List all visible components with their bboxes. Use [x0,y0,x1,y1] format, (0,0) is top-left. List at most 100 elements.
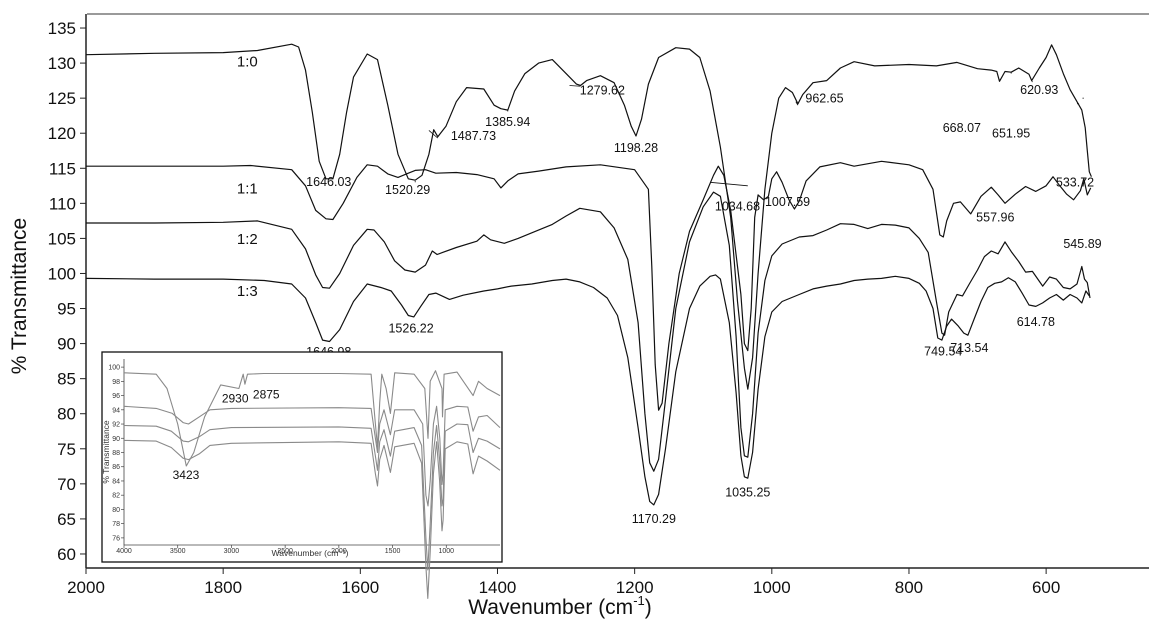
inset-x-tick-label: 3000 [224,548,240,555]
inset-y-tick-label: 100 [108,365,120,372]
inset-y-tick-label: 80 [112,507,120,514]
y-tick-label: 105 [48,229,76,248]
y-tick-label: 115 [49,159,76,178]
y-axis-ticks: 60 65 70 75 80 85 90 95 100 105 110 115 120 125 130 135 [48,19,86,564]
y-tick-label: 130 [48,54,76,73]
inset-y-axis-title: % Transmittance [101,420,111,484]
y-tick-label: 65 [57,510,76,529]
inset-x-tick-label: 4000 [116,548,132,555]
y-tick-label: 110 [49,194,76,213]
inset-series-line [123,439,501,599]
series-label: 1:1 [237,181,258,198]
inset-peak-label: 2930 [222,392,249,406]
inset-y-tick-label: 90 [112,436,120,443]
inset-series-line [123,423,501,571]
peak-label: 620.93 [1020,83,1058,97]
inset-y-tick-label: 86 [112,464,120,471]
peak-leader-line [795,101,799,106]
peak-label: 557.96 [976,211,1014,225]
inset-x-tick-label: 2500 [277,548,293,555]
inset-y-tick-label: 96 [112,393,120,400]
y-tick-label: 120 [48,124,76,143]
peak-leader-line [428,130,439,139]
y-tick-label: 75 [57,440,76,459]
inset-y-ticks: 100 98 96 94 92 90 88 86 84 82 80 78 76 [108,365,124,542]
y-tick-label: 70 [57,475,76,494]
peak-label: 713.54 [950,341,988,355]
main-plot-area: 60 65 70 75 80 85 90 95 100 105 110 115 120 125 130 135… [8,13,1149,619]
y-tick-label: 125 [48,89,76,108]
inset-peak-label: 2875 [253,387,280,401]
peak-label: 962.65 [805,91,843,105]
x-tick-label: 2000 [67,578,105,597]
inset-peak-label: 3423 [173,468,200,482]
series-labels: 1:0 1:1 1:2 1:3 [237,54,258,300]
inset-x-tick-label: 1500 [385,548,401,555]
y-axis-title: % Transmittance [8,218,31,374]
y-tick-label: 80 [57,405,76,424]
series-label: 1:0 [237,54,258,71]
inset-x-axis-title: Wavenumber (cm⁻¹) [272,548,349,558]
peak-leader-line [710,181,748,187]
inset-series-line [123,370,501,467]
peak-label: 1007.59 [765,195,810,209]
y-tick-label: 95 [57,300,76,319]
peak-label: 668.07 [943,121,981,135]
series-line-1-0 [85,43,1092,390]
x-axis-title: Wavenumber (cm-1) [468,593,652,619]
y-tick-label: 135 [48,19,76,38]
peak-label: 1385.94 [485,115,530,129]
peak-label: 1279.62 [580,84,625,98]
x-tick-label: 800 [895,578,923,597]
peak-label: 1034.68 [715,199,760,213]
x-tick-label: 1000 [753,578,791,597]
peak-leader-line [1031,80,1033,83]
inset-y-tick-label: 78 [112,521,120,528]
peak-label: 749.54 [924,345,962,359]
x-tick-label: 1200 [616,578,654,597]
series-line-1-2 [86,191,1091,472]
inset-x-tick-label: 3500 [170,548,186,555]
inset-y-tick-label: 98 [112,379,120,386]
peak-label: 1526.22 [388,321,433,335]
peak-label: 533.72 [1056,176,1094,190]
spectrum-traces [85,43,1092,506]
inset-y-tick-label: 84 [112,478,120,485]
peak-label: 651.95 [992,126,1030,140]
inset-chart: 100 98 96 94 92 90 88 86 84 82 80 78 76 4000 3500 3000… [101,351,503,599]
x-tick-label: 1800 [204,578,242,597]
x-axis-ticks: 2000 1800 1600 1400 1200 1000 800 600 [67,568,1060,597]
series-label: 1:2 [237,231,258,248]
peak-label: 1170.29 [632,512,676,526]
inset-x-tick-label: 2000 [331,548,347,555]
peak-label: 614.78 [1017,315,1055,329]
peak-label: 1646.03 [306,175,351,189]
inset-series-line [123,405,501,507]
x-tick-label: 1600 [341,578,379,597]
inset-y-tick-label: 76 [112,535,120,542]
x-tick-label: 600 [1032,578,1060,597]
series-line-1-3 [85,274,1090,506]
peak-label: 1198.28 [614,141,658,155]
inset-y-tick-label: 82 [112,493,120,500]
peak-label: 1520.29 [385,183,430,197]
inset-y-tick-label: 88 [112,450,120,457]
inset-traces [123,370,501,599]
peak-label: 545.89 [1063,237,1101,251]
inset-peak-annotations: 3423 2930 2875 [173,387,280,481]
y-tick-label: 100 [48,264,76,283]
y-tick-label: 60 [57,545,76,564]
series-label: 1:3 [237,283,258,300]
peak-label: 1487.73 [451,129,496,143]
peak-leader-line [569,85,581,87]
inset-x-ticks: 4000 3500 3000 2500 2000 1500 1000 [116,545,454,555]
x-tick-label: 1400 [479,578,517,597]
inset-y-tick-label: 94 [112,407,120,414]
y-tick-label: 85 [57,370,76,389]
inset-x-tick-label: 1000 [438,548,454,555]
series-line-1-1 [86,160,1092,411]
y-tick-label: 90 [57,335,76,354]
inset-y-tick-label: 92 [112,422,120,429]
